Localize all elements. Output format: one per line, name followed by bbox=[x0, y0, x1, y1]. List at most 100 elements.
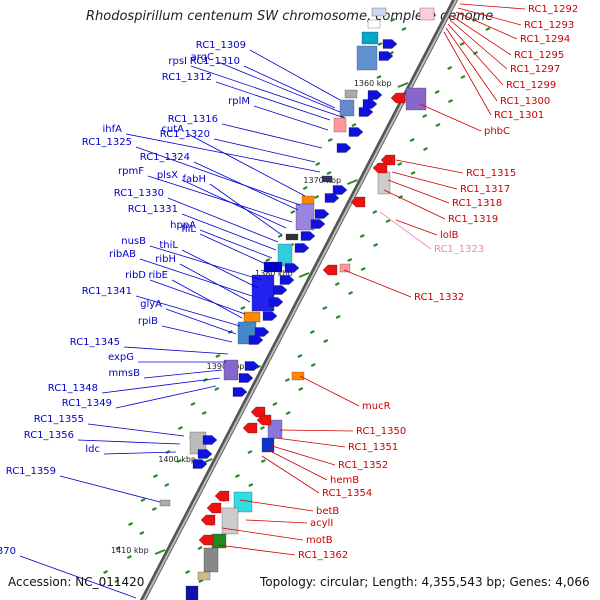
leader-line bbox=[165, 308, 237, 335]
leader-line bbox=[457, 7, 522, 26]
gene-arrow bbox=[348, 127, 364, 137]
gene-arrow bbox=[202, 435, 218, 445]
leader-line bbox=[449, 19, 508, 70]
leader-line bbox=[239, 499, 314, 512]
gene-arrow bbox=[262, 311, 278, 321]
tick-dot bbox=[185, 570, 191, 574]
gene-label: nusB bbox=[121, 236, 146, 247]
tick-dot bbox=[315, 162, 321, 166]
tick-dot bbox=[372, 210, 378, 214]
leader-line bbox=[221, 123, 323, 149]
leader-line bbox=[447, 23, 504, 86]
tick-dot bbox=[323, 339, 329, 343]
tick-dot bbox=[359, 234, 365, 238]
tick-dot bbox=[390, 18, 396, 22]
tick-dot bbox=[422, 114, 428, 118]
leader-line bbox=[125, 133, 321, 173]
tick-dot bbox=[151, 507, 157, 511]
leader-line bbox=[455, 11, 518, 40]
gene-arrow bbox=[390, 92, 406, 104]
gene-label: hppA bbox=[170, 220, 196, 231]
leader-line bbox=[209, 183, 283, 236]
leader-line bbox=[249, 49, 341, 101]
gene-label: fabH bbox=[182, 174, 206, 185]
gene-block bbox=[267, 419, 283, 439]
leader-line bbox=[87, 423, 185, 437]
leader-line bbox=[149, 279, 246, 315]
gene-label: fliL bbox=[181, 224, 196, 235]
gene-arrow bbox=[332, 185, 348, 195]
gene-label: rpmF bbox=[118, 166, 144, 177]
tick-dot bbox=[401, 27, 407, 31]
tick-dot bbox=[409, 138, 415, 142]
gene-label: expG bbox=[108, 352, 134, 363]
gene-block bbox=[339, 99, 355, 117]
tick-dot bbox=[285, 411, 291, 415]
gene-block bbox=[285, 233, 299, 241]
tick-dot bbox=[472, 51, 478, 55]
leader-line bbox=[261, 455, 320, 494]
tick-dot bbox=[373, 243, 379, 247]
leader-line bbox=[19, 555, 137, 599]
gene-block bbox=[221, 507, 239, 535]
gene-label: ribAB bbox=[109, 249, 136, 260]
gene-label: RC1_1362 bbox=[298, 550, 348, 561]
gene-label: cutA bbox=[161, 124, 184, 135]
gene-label: rpiB bbox=[138, 316, 158, 327]
gene-block bbox=[377, 171, 391, 195]
gene-block bbox=[159, 499, 171, 507]
leader-line bbox=[221, 527, 304, 541]
gene-label: RC1_1331 bbox=[128, 204, 178, 215]
gene-arrow bbox=[314, 209, 330, 219]
gene-block bbox=[197, 571, 211, 581]
tick-dot bbox=[298, 387, 304, 391]
gene-label: mmsB bbox=[108, 368, 140, 379]
tick-dot bbox=[114, 579, 120, 583]
gene-block bbox=[356, 45, 378, 71]
leader-line bbox=[245, 519, 308, 524]
gene-label: ihfA bbox=[103, 124, 123, 135]
gene-label: RC1_1299 bbox=[506, 80, 556, 91]
gene-label: RC1_1324 bbox=[140, 152, 190, 163]
gene-arrow bbox=[378, 51, 394, 61]
gene-label: RC1_1312 bbox=[162, 72, 212, 83]
gene-label: RC1_1317 bbox=[460, 184, 510, 195]
gene-arrow bbox=[192, 459, 208, 469]
accession-text: Accession: NC_011420 bbox=[8, 575, 145, 589]
tick-label: 1400 kbp bbox=[158, 455, 196, 464]
gene-block bbox=[405, 87, 427, 111]
tick-dot bbox=[198, 579, 204, 583]
tick-dot bbox=[423, 147, 429, 151]
gene-label: RC1_1300 bbox=[500, 96, 550, 107]
gene-block bbox=[223, 359, 239, 381]
gene-label: RC1_1320 bbox=[160, 129, 210, 140]
leader-line bbox=[275, 437, 346, 448]
tick-dot bbox=[348, 291, 354, 295]
leader-line bbox=[59, 475, 161, 503]
gene-label: motB bbox=[306, 535, 333, 546]
gene-label: RC1_1316 bbox=[168, 114, 218, 125]
tick-dot bbox=[214, 387, 220, 391]
tick-dot bbox=[247, 450, 253, 454]
leader-line bbox=[181, 213, 277, 251]
gene-arrow bbox=[310, 219, 326, 229]
tick-dot bbox=[310, 363, 316, 367]
leader-line bbox=[123, 346, 229, 355]
gene-block bbox=[333, 117, 347, 133]
tick-dot bbox=[377, 42, 383, 46]
tick-dot bbox=[164, 483, 170, 487]
leader-line bbox=[391, 171, 458, 190]
gene-block bbox=[295, 203, 315, 231]
gene-arrow bbox=[367, 90, 383, 100]
tick-dot bbox=[326, 171, 332, 175]
tick-dot bbox=[177, 426, 183, 430]
leader-line bbox=[190, 65, 346, 119]
gene-label: RC1_1370 bbox=[0, 546, 16, 557]
leader-line bbox=[387, 179, 450, 204]
tick-mark bbox=[298, 272, 310, 278]
tick-dot bbox=[272, 402, 278, 406]
gene-label: RC1_1355 bbox=[34, 414, 84, 425]
tick-dot bbox=[260, 459, 266, 463]
gene-block bbox=[419, 7, 435, 21]
tick-dot bbox=[126, 555, 132, 559]
